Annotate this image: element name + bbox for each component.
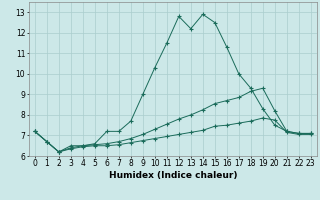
X-axis label: Humidex (Indice chaleur): Humidex (Indice chaleur) bbox=[108, 171, 237, 180]
